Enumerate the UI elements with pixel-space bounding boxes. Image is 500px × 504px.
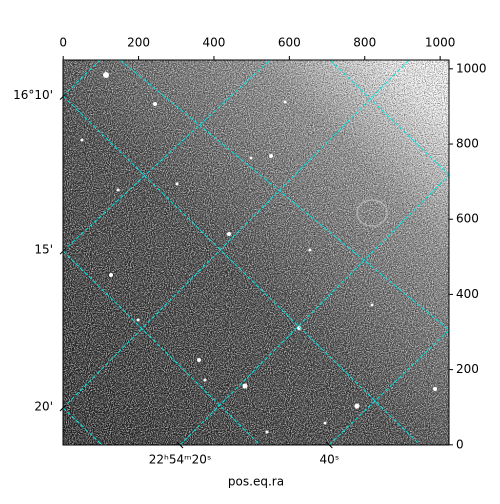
dec-tick	[59, 93, 67, 101]
ra-tick-label: 40ˢ	[319, 453, 339, 467]
world-grid	[63, 60, 449, 445]
image	[63, 60, 449, 445]
ra-tick-label: 22ʰ54ᵐ20ˢ	[149, 453, 212, 467]
y-tick-label: 600	[456, 212, 479, 226]
y-tick-label: 1000	[456, 61, 487, 75]
dec-tick-label: 15'	[34, 243, 53, 257]
x-tick-label: 600	[278, 36, 301, 50]
y-tick-label: 800	[456, 137, 479, 151]
stars	[80, 72, 437, 434]
ra-tick	[176, 441, 184, 449]
ra-tick	[325, 441, 333, 449]
x-tick-label: 400	[203, 36, 226, 50]
x-axis-label: pos.eq.ra	[228, 475, 284, 489]
dec-tick	[59, 247, 67, 255]
y-tick-label: 400	[456, 287, 479, 301]
x-tick-label: 1000	[425, 36, 456, 50]
x-tick-label: 800	[353, 36, 376, 50]
dec-tick	[59, 404, 67, 412]
x-tick-label: 0	[59, 36, 67, 50]
dec-tick-label: 16°10'	[13, 88, 53, 102]
y-tick-label: 200	[456, 362, 479, 376]
dec-tick-label: 20'	[34, 399, 53, 413]
frame	[62, 59, 450, 446]
y-tick-label: 0	[456, 437, 464, 451]
x-tick-label: 200	[127, 36, 150, 50]
